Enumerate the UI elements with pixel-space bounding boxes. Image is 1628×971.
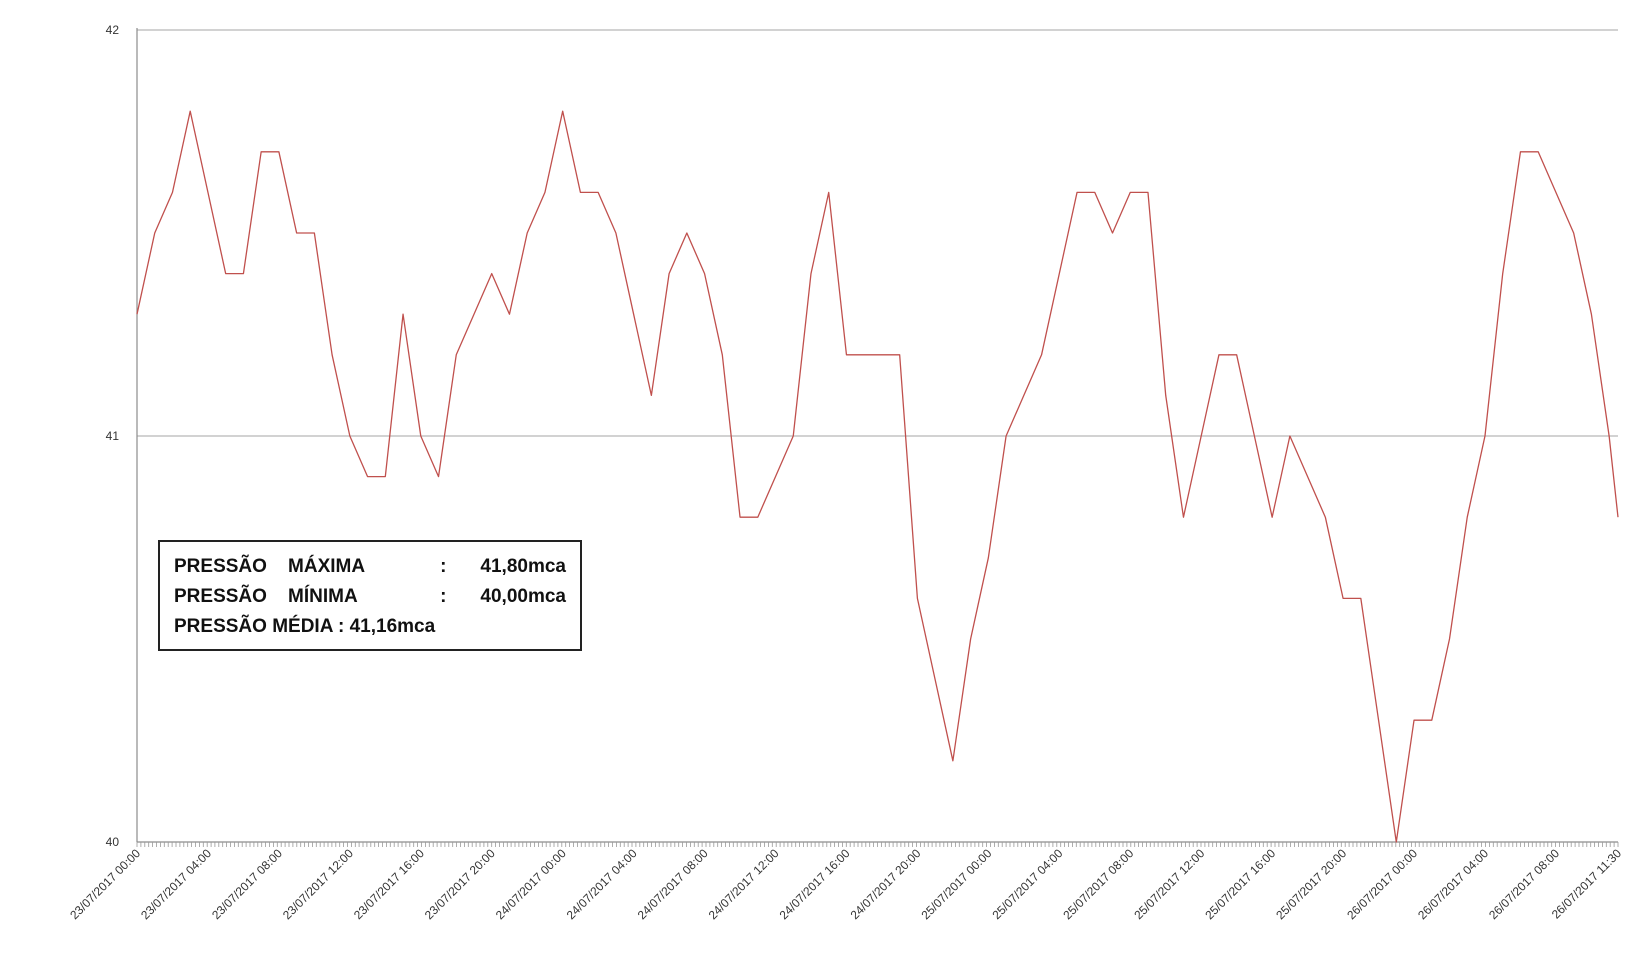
x-tick-label: 23/07/2017 04:00 — [138, 846, 214, 922]
x-tick-label: 23/07/2017 08:00 — [209, 846, 285, 922]
stat-max-value: 41,80mca — [480, 556, 566, 577]
x-tick-label: 25/07/2017 04:00 — [989, 846, 1065, 922]
x-tick-label: 24/07/2017 16:00 — [777, 846, 853, 922]
x-tick-label: 24/07/2017 08:00 — [635, 846, 711, 922]
axes — [136, 28, 1619, 847]
x-tick-label: 23/07/2017 12:00 — [280, 846, 356, 922]
x-tick-label: 23/07/2017 00:00 — [67, 846, 143, 922]
y-tick-label: 41 — [106, 429, 120, 443]
grid-lines — [137, 29, 1618, 437]
x-tick-label: 25/07/2017 12:00 — [1131, 846, 1207, 922]
x-axis-minor-ticks — [136, 842, 1619, 847]
stat-min-row: PRESSÃO MÍNIMA : 40,00mca — [174, 582, 566, 612]
x-tick-label: 26/07/2017 00:00 — [1344, 846, 1420, 922]
x-tick-label: 25/07/2017 00:00 — [919, 846, 995, 922]
x-tick-label: 24/07/2017 20:00 — [848, 846, 924, 922]
stat-max-sep: : — [440, 556, 447, 577]
x-tick-label: 24/07/2017 12:00 — [706, 846, 782, 922]
stat-avg-row: PRESSÃO MÉDIA : 41,16mca — [174, 612, 566, 642]
x-tick-label: 24/07/2017 04:00 — [564, 846, 640, 922]
stat-avg-text: PRESSÃO MÉDIA : 41,16mca — [174, 616, 436, 637]
pressure-series-line — [136, 110, 1619, 843]
x-tick-label: 25/07/2017 20:00 — [1273, 846, 1349, 922]
x-tick-label: 23/07/2017 20:00 — [422, 846, 498, 922]
stat-max-label: PRESSÃO MÁXIMA — [174, 556, 366, 577]
stat-min-label: PRESSÃO MÍNIMA — [174, 586, 358, 607]
stat-min-value: 40,00mca — [480, 586, 566, 607]
stat-min-sep: : — [440, 586, 447, 607]
pressure-stats-box: PRESSÃO MÁXIMA : 41,80mca PRESSÃO MÍNIMA… — [158, 540, 582, 651]
y-tick-label: 42 — [106, 23, 120, 37]
y-tick-label: 40 — [106, 835, 120, 849]
stat-max-row: PRESSÃO MÁXIMA : 41,80mca — [174, 552, 566, 582]
x-tick-label: 25/07/2017 08:00 — [1060, 846, 1136, 922]
x-tick-label: 24/07/2017 00:00 — [493, 846, 569, 922]
x-tick-label: 23/07/2017 16:00 — [351, 846, 427, 922]
x-tick-label: 26/07/2017 04:00 — [1415, 846, 1491, 922]
series-layer — [136, 110, 1619, 843]
x-tick-label: 25/07/2017 16:00 — [1202, 846, 1278, 922]
